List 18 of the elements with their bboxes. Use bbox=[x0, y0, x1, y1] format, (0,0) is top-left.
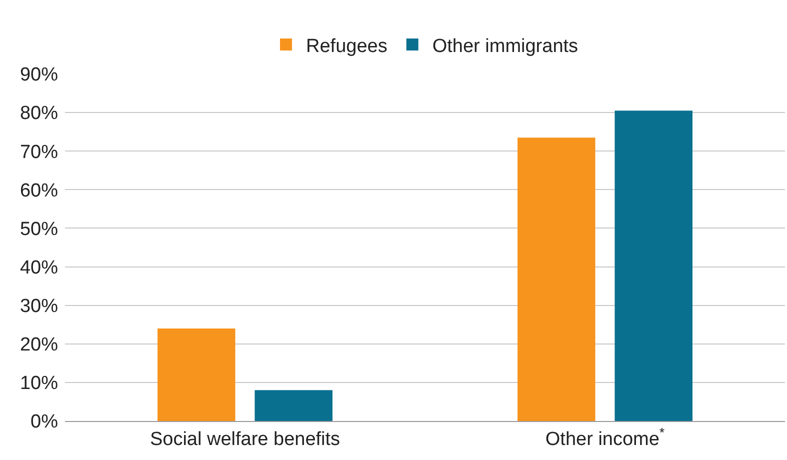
x-tick-label: Other income$^{*}$ bbox=[545, 424, 665, 450]
legend-label: Other immigrants bbox=[432, 36, 578, 57]
y-tick-label: 80% bbox=[20, 103, 58, 124]
bar bbox=[614, 110, 692, 421]
y-tick-label: 20% bbox=[20, 334, 58, 356]
y-tick-label: 30% bbox=[20, 296, 58, 317]
y-tick-label: 50% bbox=[20, 218, 58, 240]
y-tick-label: 40% bbox=[20, 257, 58, 278]
x-tick-label: Social welfare benefits bbox=[150, 428, 340, 450]
y-tick-label: 60% bbox=[20, 180, 58, 202]
y-tick-label: 10% bbox=[20, 373, 58, 394]
bar bbox=[158, 328, 236, 421]
legend-label: Refugees bbox=[306, 36, 388, 57]
y-tick-label: 70% bbox=[20, 142, 58, 163]
bar bbox=[254, 390, 332, 421]
y-tick-label: 90% bbox=[20, 64, 58, 86]
y-tick-label: 0% bbox=[30, 412, 58, 433]
bar bbox=[518, 138, 596, 421]
